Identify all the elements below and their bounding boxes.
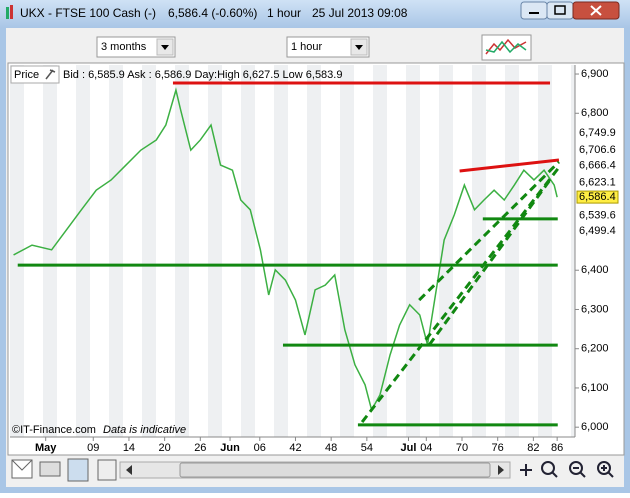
timestamp: 25 Jul 2013 09:08 [312, 6, 408, 20]
price-label: 6,586.4 [579, 191, 616, 203]
y-tick-label: 6,200 [581, 343, 609, 355]
x-tick-label: 82 [527, 442, 539, 454]
period-dropdown[interactable] [96, 36, 176, 58]
price-label: 6,499.4 [579, 225, 616, 237]
x-tick-label: 48 [325, 442, 337, 454]
price-label-box [577, 143, 618, 156]
session-stripes [10, 65, 575, 437]
y-tick-label: 6,900 [581, 68, 609, 80]
timeframe-dropdown[interactable] [286, 36, 370, 58]
price-label: Price [14, 69, 39, 81]
indicators-button[interactable] [481, 34, 532, 61]
window-title: UKX - FTSE 100 Cash (-) [20, 6, 156, 20]
y-tick-label: 6,100 [581, 382, 609, 394]
save-button[interactable] [97, 459, 117, 481]
window-buttons[interactable] [520, 1, 620, 20]
bottom-toolbar [11, 458, 614, 482]
copyright: ©IT-Finance.com [12, 424, 96, 436]
link-button[interactable] [67, 458, 89, 482]
price-label-box [576, 190, 619, 204]
price-label: 6,539.6 [579, 209, 616, 221]
price-label: 6,623.1 [579, 177, 616, 189]
x-tick-label: 06 [254, 442, 266, 454]
app-icon [6, 5, 13, 19]
x-tick-label: 54 [361, 442, 373, 454]
y-tick-label: 6,300 [581, 303, 609, 315]
price-label-box [577, 126, 618, 139]
plot: 6,900 6,800 6,400 6,300 6,200 6,100 6,000 May 09… [13, 68, 619, 454]
y-tick-label: 6,000 [581, 421, 609, 433]
period-value: 3 months [101, 41, 147, 53]
x-tick-label: May [35, 442, 57, 454]
x-tick-label: 70 [456, 442, 468, 454]
x-tick-label: 09 [87, 442, 99, 454]
x-tick-label: 04 [420, 442, 432, 454]
price-label-box [577, 225, 618, 238]
price-label-box [577, 159, 618, 172]
zoom-buttons[interactable] [520, 461, 614, 478]
trend-line [360, 164, 562, 424]
trend-line [428, 179, 552, 346]
price-line [13, 87, 558, 412]
price-label: 6,706.6 [579, 144, 616, 156]
y-tick-label: 6,400 [581, 264, 609, 276]
print-button[interactable] [39, 461, 61, 477]
price-label: 6,666.4 [579, 160, 616, 172]
x-tick-label: 42 [289, 442, 301, 454]
wrench-icon [45, 69, 56, 80]
trend-line [418, 160, 560, 302]
interval: 1 hour [267, 6, 301, 20]
x-tick-label: 76 [492, 442, 504, 454]
quote-info: Bid : 6,585.9 Ask : 6,586.9 Day:High 6,6… [63, 69, 342, 81]
price-label-box [577, 176, 618, 189]
y-tick-label: 6,800 [581, 107, 609, 119]
trend-line [459, 158, 560, 173]
x-tick-label: Jul [401, 442, 417, 454]
disclaimer: Data is indicative [103, 424, 186, 436]
x-tick-label: 20 [159, 442, 171, 454]
scroll-thumb[interactable] [179, 462, 491, 478]
x-tick-label: Jun [220, 442, 240, 454]
timeframe-value: 1 hour [291, 41, 323, 53]
x-tick-label: 86 [551, 442, 563, 454]
price-label: 6,749.9 [579, 127, 616, 139]
quote: 6,586.4 (-0.60%) [168, 6, 257, 20]
price-label-box [577, 209, 618, 222]
x-tick-label: 26 [194, 442, 206, 454]
x-tick-label: 14 [123, 442, 135, 454]
